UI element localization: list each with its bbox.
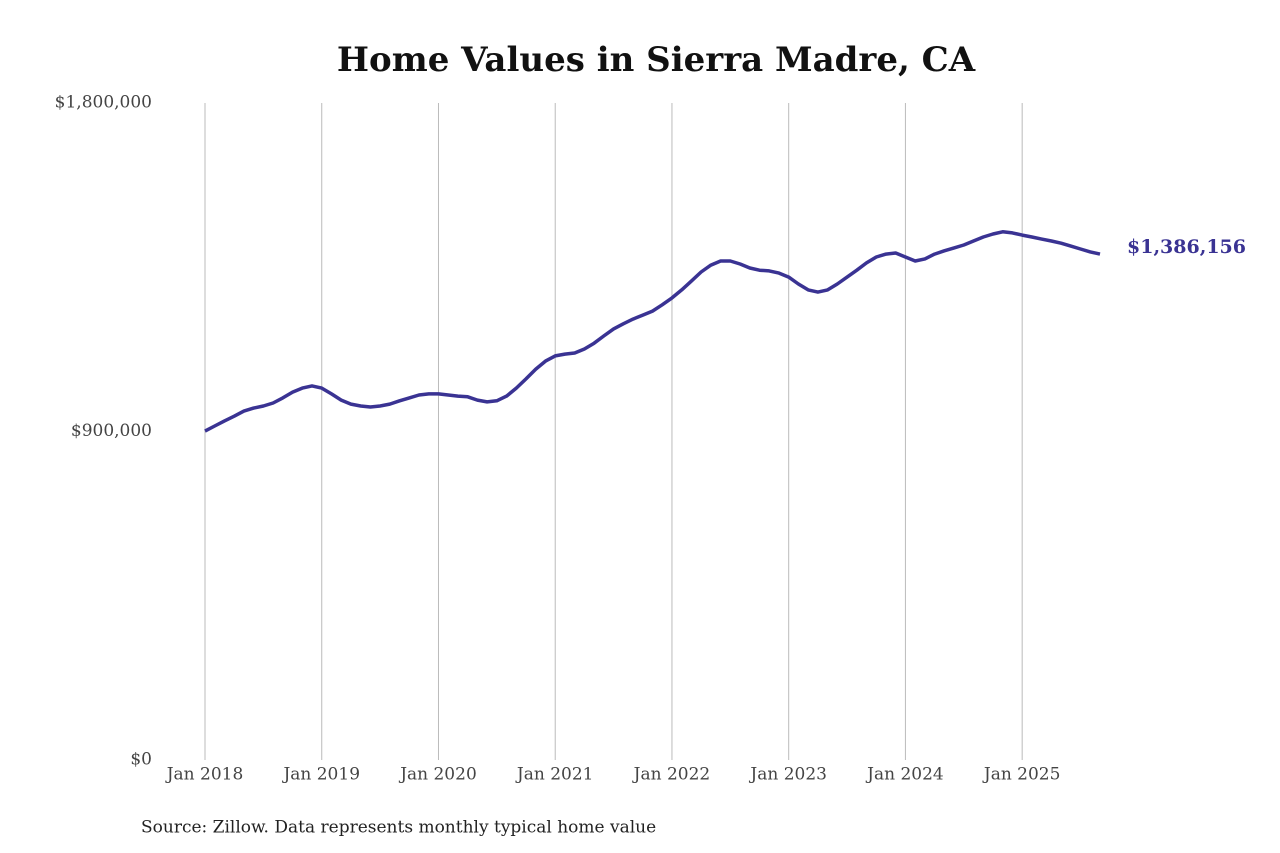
x-tick-label: Jan 2025 bbox=[982, 765, 1061, 785]
chart-title: Home Values in Sierra Madre, CA bbox=[337, 40, 976, 80]
x-tick-label: Jan 2019 bbox=[281, 765, 360, 785]
x-tick-label: Jan 2020 bbox=[398, 765, 477, 785]
source-note: Source: Zillow. Data represents monthly … bbox=[141, 818, 656, 838]
y-tick-label: $0 bbox=[130, 750, 152, 770]
x-tick-label: Jan 2018 bbox=[165, 765, 244, 785]
line-series bbox=[204, 230, 1101, 433]
y-tick-label: $1,800,000 bbox=[55, 93, 152, 113]
x-tick-label: Jan 2024 bbox=[865, 765, 944, 785]
x-tick-label: Jan 2023 bbox=[748, 765, 827, 785]
y-tick-label: $900,000 bbox=[71, 421, 152, 441]
end-value-label: $1,386,156 bbox=[1127, 236, 1246, 258]
x-tick-label: Jan 2021 bbox=[515, 765, 594, 785]
x-tick-label: Jan 2022 bbox=[632, 765, 711, 785]
